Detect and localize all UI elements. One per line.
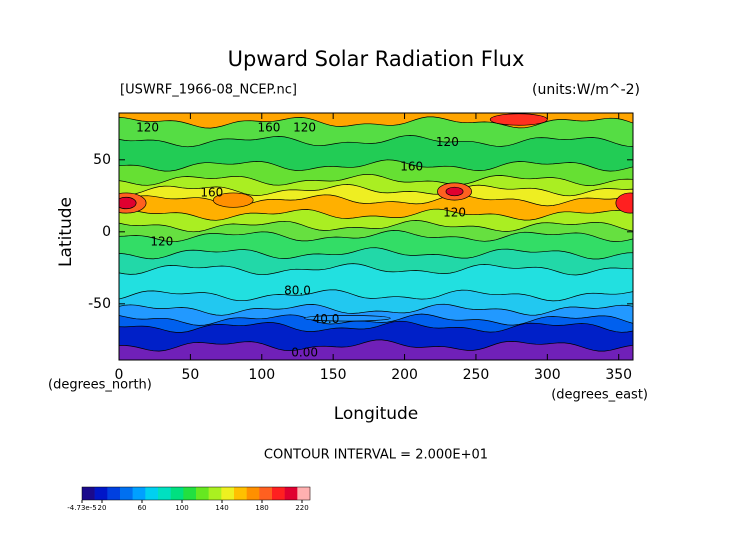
contour-note: CONTOUR INTERVAL = 2.000E+01	[264, 448, 488, 463]
colorbar-label: -4.73e-5	[67, 504, 96, 512]
hot-spot	[304, 315, 391, 322]
units: (units:W/m^-2)	[532, 82, 640, 98]
colorbar-swatch	[221, 487, 235, 500]
colorbar-swatch	[183, 487, 197, 500]
y-tick-label: 50	[93, 152, 111, 168]
colorbar-label: 20	[98, 504, 107, 512]
colorbar-label: 140	[215, 504, 228, 512]
contour-label: 40.0	[313, 312, 340, 326]
x-unit: (degrees_east)	[551, 388, 648, 403]
colorbar-swatch	[170, 487, 184, 500]
contour-label: 120	[443, 206, 466, 220]
hot-spot	[212, 192, 254, 208]
colorbar-label: 60	[138, 504, 147, 512]
colorbar-swatch	[234, 487, 247, 500]
colorbar-swatch	[82, 487, 95, 500]
x-tick-label: 350	[605, 367, 632, 383]
colorbar-frame	[81, 486, 311, 501]
contour-label: 160	[257, 121, 280, 135]
subtitle: [USWRF_1966-08_NCEP.nc]	[120, 83, 297, 98]
hot-spot	[615, 192, 633, 214]
y-tick-label: 0	[102, 224, 111, 240]
colorbar-swatch	[120, 487, 133, 500]
contour-label: 120	[150, 234, 173, 248]
contour-field: 120 160 120 120 160 160 120 120 80.0 40.0 0.00	[119, 113, 633, 360]
contour-label: 160	[400, 160, 423, 174]
contour-band	[119, 339, 633, 360]
colorbar-swatch	[259, 487, 273, 500]
hot-spot	[445, 186, 464, 197]
contour-label: 160	[200, 185, 223, 199]
x-tick-label: 50	[181, 367, 199, 383]
colorbar-swatch	[196, 487, 209, 500]
contour-label: 120	[293, 121, 316, 135]
colorbar-swatch	[208, 487, 222, 500]
colorbar-swatch	[158, 487, 171, 500]
x-axis-label: Longitude	[334, 404, 419, 424]
contour-label: 120	[136, 121, 159, 135]
colorbar-swatch	[297, 487, 311, 500]
x-tick-label: 100	[248, 367, 275, 383]
colorbar-swatch	[284, 487, 298, 500]
x-tick-label: 200	[391, 367, 418, 383]
x-tick-label: 150	[320, 367, 347, 383]
hot-spot	[119, 196, 137, 210]
plot-frame	[118, 112, 634, 361]
contour-label: 80.0	[284, 283, 311, 297]
colorbar-swatch	[132, 487, 146, 500]
y-tick-label: -50	[88, 296, 111, 312]
x-tick-label: 300	[534, 367, 561, 383]
colorbar-swatch	[107, 487, 121, 500]
colorbar-label: 100	[175, 504, 188, 512]
x-tick-label: 250	[463, 367, 490, 383]
colorbar-label: 180	[255, 504, 268, 512]
colorbar-swatch	[272, 487, 285, 500]
chart-title: Upward Solar Radiation Flux	[228, 47, 525, 71]
colorbar-swatch	[145, 487, 159, 500]
hot-spot	[489, 113, 548, 126]
contour-label: 0.00	[291, 345, 318, 359]
y-unit: (degrees_north)	[48, 378, 152, 393]
colorbar-swatch	[246, 487, 260, 500]
y-axis-label: Latitude	[56, 197, 76, 267]
colorbar-swatch	[94, 487, 108, 500]
x-tick-label: 0	[115, 367, 124, 383]
contour-label: 120	[436, 135, 459, 149]
colorbar-label: 220	[295, 504, 308, 512]
